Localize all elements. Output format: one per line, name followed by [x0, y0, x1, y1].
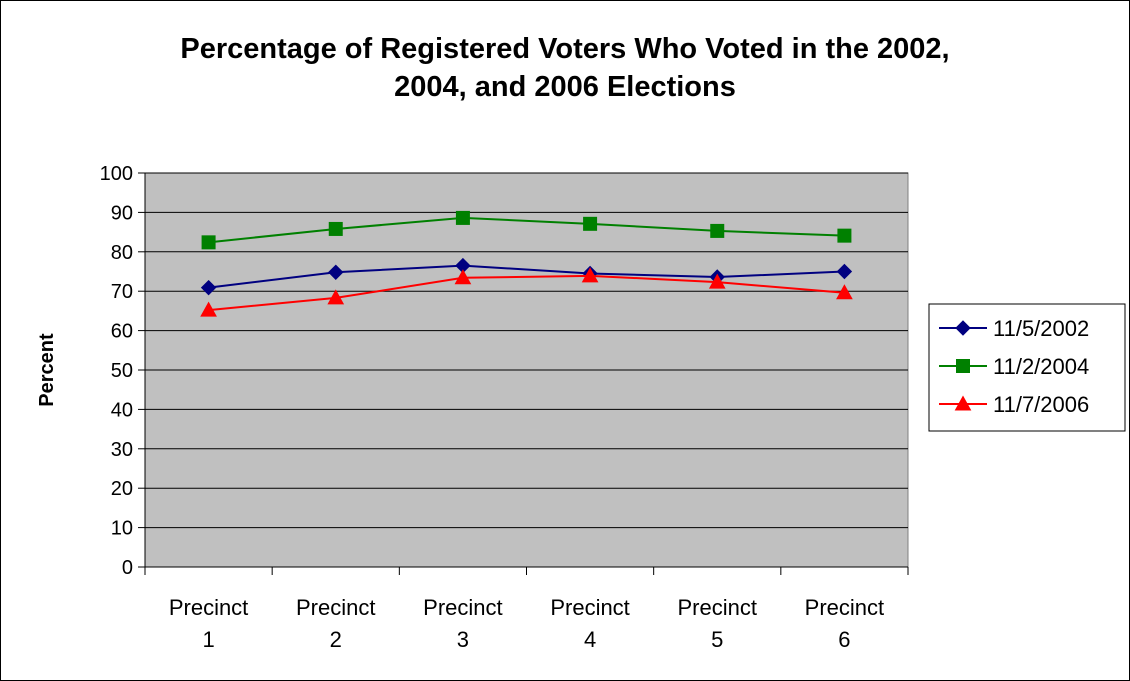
series-group	[200, 210, 853, 317]
data-point	[837, 228, 852, 243]
legend-item: 11/7/2006	[939, 392, 1089, 417]
x-tick-label-line: 2	[330, 627, 342, 652]
y-axis-title: Percent	[36, 333, 58, 407]
x-tick-label: Precinct 2	[296, 595, 375, 652]
x-tick-label-line: 6	[838, 627, 850, 652]
x-tick-label-line: Precinct	[296, 595, 375, 620]
y-tick-label: 90	[111, 202, 133, 224]
legend-label: 11/5/2002	[993, 316, 1089, 341]
data-point	[583, 216, 598, 231]
data-point	[581, 267, 599, 283]
y-tick-label: 30	[111, 439, 133, 461]
series-line	[208, 274, 845, 312]
data-point	[328, 264, 344, 280]
legend-marker	[954, 395, 972, 411]
y-tick-label: 40	[111, 399, 133, 421]
y-tick-label: 100	[100, 163, 133, 185]
x-tick-label-line: Precinct	[169, 595, 248, 620]
data-point	[201, 235, 216, 250]
y-tick-label: 80	[111, 242, 133, 264]
x-tick-label-line: 3	[457, 627, 469, 652]
x-tick-label-line: 5	[711, 627, 723, 652]
legend-label: 11/2/2004	[993, 354, 1089, 379]
x-tick-label-line: 1	[202, 627, 214, 652]
x-tick-label-line: 4	[584, 627, 596, 652]
x-tick-label-line: Precinct	[678, 595, 757, 620]
data-point	[836, 263, 853, 280]
x-tick-label-line: Precinct	[805, 595, 884, 620]
series-line	[208, 216, 845, 244]
data-point	[200, 279, 217, 296]
legend-label: 11/7/2006	[993, 392, 1089, 417]
data-point	[200, 301, 217, 317]
axes: 0 10 20 30 40 50 60 70 80 90 100 Precinct 1 Precinct 2…	[36, 163, 909, 652]
y-tick-label: 50	[111, 360, 133, 382]
series-3	[200, 267, 853, 317]
data-point	[327, 289, 345, 305]
x-tick-label: Precinct 3	[423, 595, 502, 652]
y-tick-label: 20	[111, 478, 133, 500]
x-tick-label: Precinct 4	[550, 595, 629, 652]
chart-title-line-1: Percentage of Registered Voters Who Vote…	[180, 33, 950, 65]
plot-area	[144, 172, 909, 568]
data-point	[710, 223, 725, 238]
y-tick-label: 60	[111, 321, 133, 343]
y-tick-label: 0	[122, 557, 133, 579]
x-tick-label: Precinct 1	[169, 595, 248, 652]
data-point	[328, 221, 343, 236]
data-point	[708, 273, 726, 289]
y-tick-label: 10	[111, 518, 133, 540]
x-tick-label-line: Precinct	[550, 595, 629, 620]
y-tick-label: 70	[111, 281, 133, 303]
data-point	[454, 269, 472, 285]
legend-marker	[956, 359, 970, 373]
legend-marker	[955, 320, 971, 336]
chart-title: Percentage of Registered Voters Who Vote…	[0, 30, 1130, 106]
x-tick-label-line: Precinct	[423, 595, 502, 620]
series-line	[208, 264, 845, 289]
data-point	[836, 284, 853, 300]
data-point	[455, 210, 470, 225]
series-2	[201, 210, 852, 250]
x-tick-label: Precinct 6	[805, 595, 884, 652]
legend-item: 11/2/2004	[939, 354, 1089, 379]
chart-title-line-2: 2004, and 2006 Elections	[394, 71, 736, 103]
legend-item: 11/5/2002	[939, 316, 1089, 341]
x-tick-label: Precinct 5	[678, 595, 757, 652]
legend: 11/5/2002 11/2/2004 11/7/2006	[928, 303, 1126, 432]
